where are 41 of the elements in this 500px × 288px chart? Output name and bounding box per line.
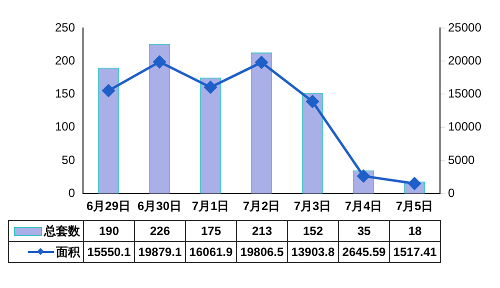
data-label: 190 bbox=[84, 220, 134, 242]
y-tick-label: 250 bbox=[54, 20, 76, 34]
x-tick-label: 6月29日 bbox=[86, 199, 131, 214]
y2-tick-label: 25000 bbox=[448, 20, 482, 34]
x-tick-label: 7月3日 bbox=[294, 199, 332, 214]
point bbox=[255, 56, 268, 69]
data-label: 13903.8 bbox=[288, 242, 338, 262]
point bbox=[204, 80, 217, 94]
x-tick-label: 7月2日 bbox=[242, 199, 280, 214]
data-label: 2645.59 bbox=[338, 242, 390, 262]
y-tick-label: 200 bbox=[54, 53, 76, 68]
data-label: 15550.1 bbox=[84, 242, 134, 262]
data-label: 16061.9 bbox=[186, 242, 236, 262]
y-tick-label: 150 bbox=[54, 86, 76, 101]
y-tick-label: 100 bbox=[54, 120, 76, 134]
x-tick-label: 7月4日 bbox=[344, 199, 382, 214]
data-label: 226 bbox=[134, 220, 186, 242]
y2-tick-label: 15000 bbox=[448, 86, 482, 101]
y2-tick-label: 20000 bbox=[448, 53, 482, 68]
data-label: 35 bbox=[338, 220, 390, 242]
y2-tick-label: 10000 bbox=[448, 120, 482, 134]
data-label: 19879.1 bbox=[134, 242, 186, 262]
y-tick-label: 50 bbox=[62, 152, 76, 167]
data-label: 19806.5 bbox=[236, 242, 288, 262]
y2-tick-label: 5000 bbox=[448, 152, 476, 167]
point bbox=[408, 177, 421, 190]
y-tick-label: 0 bbox=[68, 186, 76, 200]
legend-label: 面积 bbox=[56, 244, 80, 258]
x-tick-label: 6月30日 bbox=[137, 199, 182, 214]
point bbox=[153, 56, 166, 68]
point bbox=[102, 84, 115, 97]
point bbox=[306, 95, 319, 108]
legend-label: 总套数 bbox=[44, 224, 80, 238]
x-tick-label: 7月5日 bbox=[396, 199, 434, 214]
data-label: 152 bbox=[288, 220, 338, 242]
x-tick-label: 7月1日 bbox=[192, 199, 230, 214]
data-label: 213 bbox=[236, 220, 288, 242]
data-label: 175 bbox=[186, 220, 236, 242]
data-label: 1517.41 bbox=[390, 242, 440, 262]
data-label: 18 bbox=[390, 220, 440, 242]
y2-tick-label: 0 bbox=[448, 186, 455, 200]
